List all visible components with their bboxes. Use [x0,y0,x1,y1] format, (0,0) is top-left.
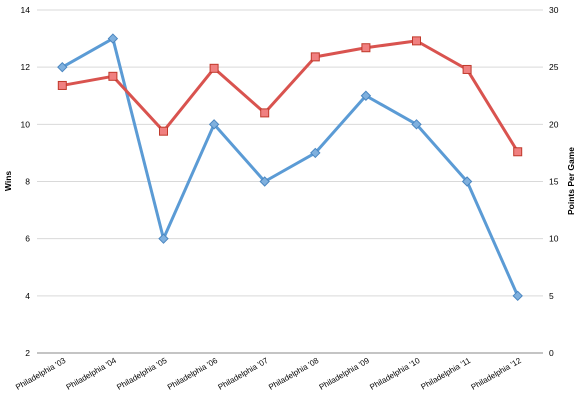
left-tick-label: 10 [21,119,31,129]
data-point [209,63,219,73]
data-point [513,147,523,157]
left-tick-label: 4 [25,291,30,301]
data-point [462,64,472,74]
data-point [412,36,421,46]
left-tick-label: 12 [21,62,31,72]
category-label: Philadelphia '08 [267,356,321,392]
category-label: Philadelphia '05 [115,356,169,392]
left-tick-label: 2 [25,348,30,358]
data-point [411,119,422,130]
y-axis-label-left: Wins [3,171,13,192]
series-markers [57,33,523,302]
category-label: Philadelphia '11 [419,356,472,392]
right-tick-label: 10 [549,234,559,244]
right-tick-label: 30 [549,5,559,15]
category-label: Philadelphia '07 [216,356,270,392]
data-point [512,290,523,302]
series-line-1 [61,37,520,297]
right-tick-label: 15 [549,177,559,187]
category-label: Philadelphia '06 [166,356,220,392]
data-point [57,80,67,90]
gridlines [37,9,543,297]
left-tick-label: 8 [25,177,30,187]
category-label: Philadelphia '03 [14,356,68,392]
category-label: Philadelphia '04 [65,356,119,392]
series-line-2 [62,39,519,153]
right-tick-label: 0 [549,348,554,358]
y-axis-label-right: Points Per Game [566,147,576,215]
right-axis-ticks: 0 5 10 15 20 25 30 [549,5,559,358]
category-label: Philadelphia '12 [469,356,523,392]
data-point [310,52,320,62]
left-tick-label: 6 [25,234,30,244]
right-tick-label: 5 [549,291,554,301]
data-point [361,43,371,53]
data-point [259,176,270,187]
data-point [158,233,169,244]
data-point [461,176,473,187]
data-point [260,108,270,118]
data-point [108,71,118,81]
left-tick-label: 14 [21,5,31,15]
data-point [208,119,220,130]
data-point [107,33,119,44]
category-label: Philadelphia '09 [318,356,372,392]
data-point [360,90,372,101]
data-point [57,61,68,73]
series-lines [61,37,520,297]
data-point [159,126,168,136]
left-axis-ticks: 2 4 6 8 10 12 14 [21,5,31,358]
right-tick-label: 20 [549,119,559,129]
data-point [310,147,321,159]
right-tick-label: 25 [549,62,559,72]
category-label: Philadelphia '10 [368,356,422,392]
